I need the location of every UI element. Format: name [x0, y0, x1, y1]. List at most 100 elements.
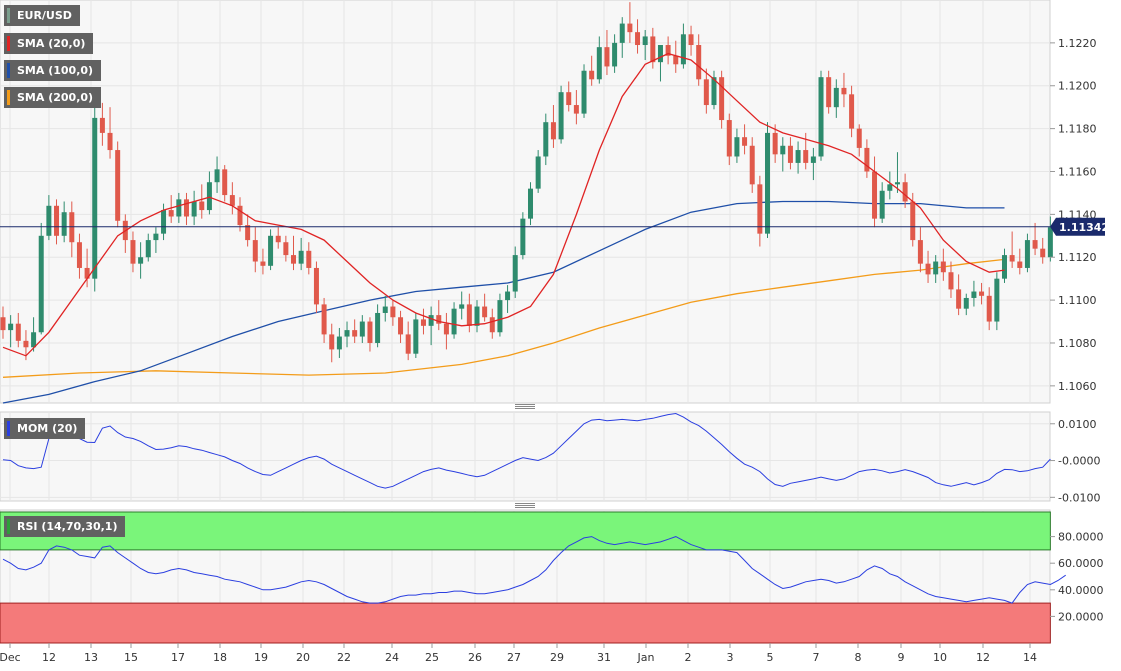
candle-body [856, 128, 862, 148]
x-tick-label: 13 [84, 651, 98, 664]
sma200-line [2, 258, 1005, 378]
legend-rsi-label: RSI (14,70,30,1) [17, 520, 118, 533]
x-tick-label: 20 [296, 651, 310, 664]
candle-body [313, 267, 319, 305]
candle-body [803, 150, 809, 163]
x-tick-label: 27 [507, 651, 521, 664]
candle-body [933, 261, 939, 275]
candle-body [214, 169, 220, 183]
candle-body [734, 137, 740, 157]
legend-rsi-swatch [7, 519, 10, 534]
candle-body [894, 182, 900, 185]
legend-symbol[interactable]: EUR/USD [4, 5, 80, 26]
candle-body [948, 272, 954, 290]
axis-layer: Dec 12 13 15 17 18 19 20 22 24 25 26 27 29 31 Jan 2 3 5 7 8 9… [0, 37, 1109, 664]
candle-body [665, 45, 671, 56]
x-tick-label: 17 [171, 651, 185, 664]
legend-symbol-swatch [7, 8, 10, 23]
sma20-layer [2, 52, 1005, 357]
candle-body [428, 315, 434, 326]
candle-body [283, 242, 289, 256]
candle-body [398, 317, 404, 335]
candle-body [298, 250, 304, 264]
candles-layer [0, 2, 1053, 363]
candle-body [581, 70, 587, 114]
x-tick-label: Dec [0, 651, 21, 664]
x-tick-label: 8 [855, 651, 862, 664]
price-tick-label: 1.1220 [1058, 37, 1097, 50]
candle-body [979, 291, 985, 296]
candle-body [673, 55, 679, 65]
candle-body [780, 145, 786, 155]
candle-body [680, 34, 686, 65]
current-price-label: 1.11342 [1059, 221, 1109, 234]
candle-body [275, 235, 281, 243]
candle-body [115, 150, 121, 221]
candle-body [902, 182, 908, 202]
price-tick-label: 1.1120 [1058, 251, 1097, 264]
candle-body [61, 212, 67, 236]
candle-body [46, 205, 52, 236]
candle-body [405, 334, 411, 354]
candle-body [1032, 240, 1038, 249]
candle-body [849, 94, 855, 129]
candle-body [245, 225, 251, 241]
candle-body [642, 36, 648, 46]
x-tick-label: 2 [685, 651, 692, 664]
legend-rsi[interactable]: RSI (14,70,30,1) [4, 516, 126, 537]
x-tick-label: 29 [550, 651, 564, 664]
x-tick-label: Jan [637, 651, 655, 664]
candle-body [910, 201, 916, 241]
candle-body [15, 323, 21, 341]
legend-sma20[interactable]: SMA (20,0) [4, 33, 94, 54]
candle-body [474, 306, 480, 326]
rsi-tick-label: 20.0000 [1058, 610, 1104, 623]
candle-body [1047, 227, 1053, 258]
candle-body [54, 205, 60, 236]
candle-body [512, 255, 518, 292]
candle-body [344, 330, 350, 337]
legend-mom[interactable]: MOM (20) [4, 418, 86, 439]
candle-body [505, 291, 511, 301]
candle-body [176, 199, 182, 217]
price-tick-label: 1.1180 [1058, 123, 1097, 136]
candle-body [268, 235, 274, 266]
candle-body [38, 235, 44, 333]
price-tick-label: 1.1100 [1058, 294, 1097, 307]
candle-body [482, 306, 488, 318]
candle-body [31, 332, 37, 348]
rsi-oversold-zone [0, 602, 1051, 644]
candle-body [925, 263, 931, 275]
candle-body [8, 323, 14, 331]
candle-body [183, 199, 189, 217]
candle-body [375, 312, 381, 343]
legend-sma20-swatch [7, 36, 10, 51]
price-tick-label: 1.1160 [1058, 165, 1097, 178]
candle-body [589, 70, 595, 80]
legend-sma200[interactable]: SMA (200,0) [4, 87, 102, 108]
candle-body [382, 306, 388, 313]
legend-sma200-swatch [7, 90, 10, 105]
sma20-line [2, 52, 1005, 357]
candle-body [596, 47, 602, 80]
x-tick-label: 31 [597, 651, 611, 664]
x-tick-label: 7 [813, 651, 820, 664]
candle-body [359, 321, 365, 337]
candle-body [742, 137, 748, 146]
legend-symbol-label: EUR/USD [17, 9, 72, 22]
candle-body [367, 321, 373, 343]
rsi-layer [0, 511, 1066, 644]
candle-body [466, 304, 472, 326]
legend-sma100[interactable]: SMA (100,0) [4, 60, 102, 81]
x-tick-label: 10 [933, 651, 947, 664]
x-tick-label: 12 [976, 651, 990, 664]
candle-body [887, 184, 893, 191]
legend-sma200-label: SMA (200,0) [17, 91, 94, 104]
candle-body [726, 120, 732, 157]
candle-body [237, 205, 243, 226]
candle-body [76, 242, 82, 268]
sma100-layer [2, 200, 1005, 404]
candle-body [956, 289, 962, 309]
candle-body [352, 330, 358, 337]
sma100-line [2, 200, 1005, 404]
